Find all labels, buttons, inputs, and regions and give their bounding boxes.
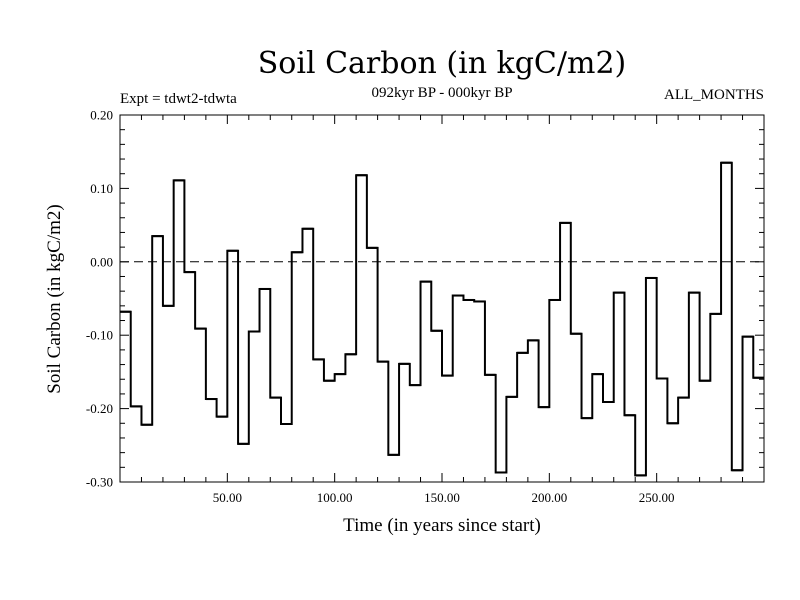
chart-title: Soil Carbon (in kgC/m2) (258, 46, 626, 81)
x-axis-label: Time (in years since start) (343, 515, 541, 536)
x-tick-label: 200.00 (531, 490, 567, 505)
y-tick-label: -0.30 (86, 475, 113, 490)
y-tick-label: -0.10 (86, 328, 113, 343)
tick-labels: 50.00 100.00 150.00 200.00 250.00 -0.30 -0.20 -… (86, 108, 675, 506)
x-tick-label: 100.00 (317, 490, 353, 505)
x-tick-label: 50.00 (213, 490, 242, 505)
x-tick-label: 250.00 (639, 490, 675, 505)
y-tick-label: 0.00 (90, 254, 113, 269)
soil-carbon-step-line (120, 161, 764, 477)
y-tick-label: 0.20 (90, 108, 113, 123)
data-series (120, 161, 764, 477)
x-tick-label: 150.00 (424, 490, 460, 505)
y-tick-label: -0.20 (86, 401, 113, 416)
y-axis-label: Soil Carbon (in kgC/m2) (44, 204, 65, 393)
season-label: ALL_MONTHS (664, 87, 764, 103)
plot-frame (119, 114, 765, 483)
experiment-label: Expt = tdwt2-tdwta (120, 91, 237, 107)
y-tick-label: 0.10 (90, 181, 113, 196)
period-label: 092kyr BP - 000kyr BP (371, 85, 512, 101)
axis-ticks (120, 115, 764, 482)
